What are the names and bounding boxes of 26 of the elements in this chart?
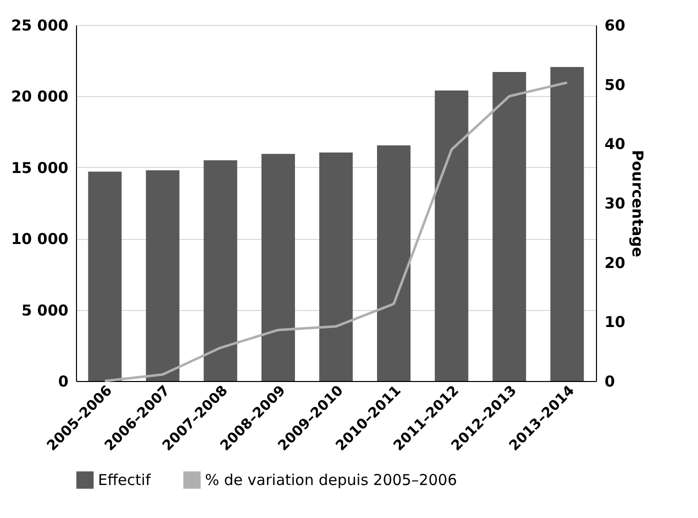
bar bbox=[261, 154, 295, 381]
legend-label: Effectif bbox=[98, 471, 152, 490]
bar bbox=[146, 170, 180, 381]
y2-tick-label: 10 bbox=[604, 313, 626, 332]
y-tick-label: 0 bbox=[58, 372, 68, 390]
bar bbox=[434, 90, 468, 381]
y-tick-label: 10 000 bbox=[11, 230, 68, 248]
bar bbox=[204, 160, 238, 381]
y2-tick-label: 40 bbox=[604, 135, 626, 154]
bar bbox=[492, 72, 526, 381]
bar bbox=[550, 67, 584, 381]
y2-tick-label: 50 bbox=[604, 76, 626, 94]
y2-tick-label: 0 bbox=[604, 372, 615, 390]
bar bbox=[88, 172, 122, 381]
legend-label: % de variation depuis 2005–2006 bbox=[205, 471, 458, 490]
y-tick-label: 20 000 bbox=[11, 88, 68, 106]
bar bbox=[377, 145, 411, 381]
y2-tick-label: 30 bbox=[604, 194, 626, 212]
bar bbox=[319, 152, 353, 381]
y-tick-label: 25 000 bbox=[11, 16, 68, 34]
y2-tick-label: 60 bbox=[604, 16, 626, 34]
y2-tick-label: 20 bbox=[604, 254, 626, 272]
y-tick-label: 15 000 bbox=[11, 158, 68, 177]
line-series bbox=[104, 81, 568, 382]
y2-axis-title: Pourcentage bbox=[628, 150, 646, 258]
y-tick-label: 5 000 bbox=[22, 301, 68, 320]
